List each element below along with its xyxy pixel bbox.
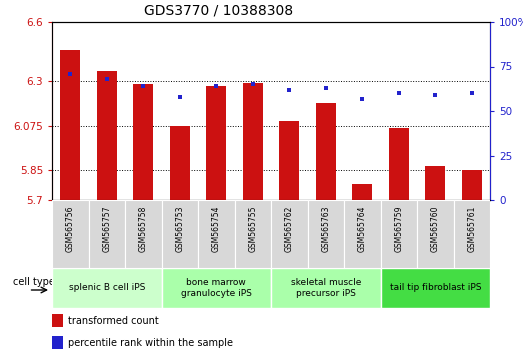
Text: GSM565755: GSM565755 bbox=[248, 205, 257, 252]
Text: GSM565759: GSM565759 bbox=[394, 205, 403, 252]
Text: GSM565753: GSM565753 bbox=[175, 205, 184, 252]
Bar bbox=[97, 72, 117, 200]
Point bbox=[139, 83, 147, 89]
Point bbox=[248, 81, 257, 87]
Bar bbox=[133, 84, 153, 200]
Bar bbox=[206, 86, 226, 200]
Bar bbox=[417, 200, 453, 268]
Bar bbox=[162, 200, 198, 268]
Bar bbox=[125, 200, 162, 268]
Bar bbox=[308, 200, 344, 268]
Text: GSM565754: GSM565754 bbox=[212, 205, 221, 252]
Bar bbox=[234, 200, 271, 268]
Text: tail tip fibroblast iPS: tail tip fibroblast iPS bbox=[390, 284, 481, 292]
Bar bbox=[381, 268, 490, 308]
Bar bbox=[462, 170, 482, 200]
Bar bbox=[162, 268, 271, 308]
Text: bone marrow
granulocyte iPS: bone marrow granulocyte iPS bbox=[181, 278, 252, 298]
Bar bbox=[316, 103, 336, 200]
Bar bbox=[52, 200, 88, 268]
Bar bbox=[425, 166, 445, 200]
Bar bbox=[389, 128, 409, 200]
Bar bbox=[88, 200, 125, 268]
Point bbox=[103, 76, 111, 82]
Point bbox=[66, 71, 74, 76]
Text: GSM565762: GSM565762 bbox=[285, 205, 294, 252]
Bar bbox=[344, 200, 381, 268]
Text: splenic B cell iPS: splenic B cell iPS bbox=[69, 284, 145, 292]
Text: GSM565764: GSM565764 bbox=[358, 205, 367, 252]
Bar bbox=[60, 50, 81, 200]
Point bbox=[431, 92, 439, 98]
Point bbox=[394, 90, 403, 96]
Text: GSM565760: GSM565760 bbox=[431, 205, 440, 252]
Text: transformed count: transformed count bbox=[67, 315, 158, 326]
Text: GSM565758: GSM565758 bbox=[139, 205, 148, 252]
Bar bbox=[169, 126, 190, 200]
Text: GSM565756: GSM565756 bbox=[66, 205, 75, 252]
Text: GDS3770 / 10388308: GDS3770 / 10388308 bbox=[144, 4, 293, 18]
Bar bbox=[352, 184, 372, 200]
Text: GSM565763: GSM565763 bbox=[321, 205, 330, 252]
Text: GSM565761: GSM565761 bbox=[467, 205, 476, 252]
Bar bbox=[381, 200, 417, 268]
Point bbox=[176, 94, 184, 99]
Point bbox=[468, 90, 476, 96]
Point bbox=[285, 87, 293, 92]
Bar bbox=[453, 200, 490, 268]
Bar bbox=[198, 200, 234, 268]
Bar bbox=[52, 268, 162, 308]
Text: skeletal muscle
precursor iPS: skeletal muscle precursor iPS bbox=[291, 278, 361, 298]
Bar bbox=[271, 268, 381, 308]
Bar bbox=[52, 336, 63, 349]
Text: cell type: cell type bbox=[13, 277, 55, 287]
Bar bbox=[52, 314, 63, 327]
Text: GSM565757: GSM565757 bbox=[103, 205, 111, 252]
Bar bbox=[243, 83, 263, 200]
Bar bbox=[279, 121, 299, 200]
Point bbox=[212, 83, 220, 89]
Point bbox=[322, 85, 330, 91]
Text: percentile rank within the sample: percentile rank within the sample bbox=[67, 338, 233, 348]
Bar bbox=[271, 200, 308, 268]
Point bbox=[358, 96, 367, 101]
